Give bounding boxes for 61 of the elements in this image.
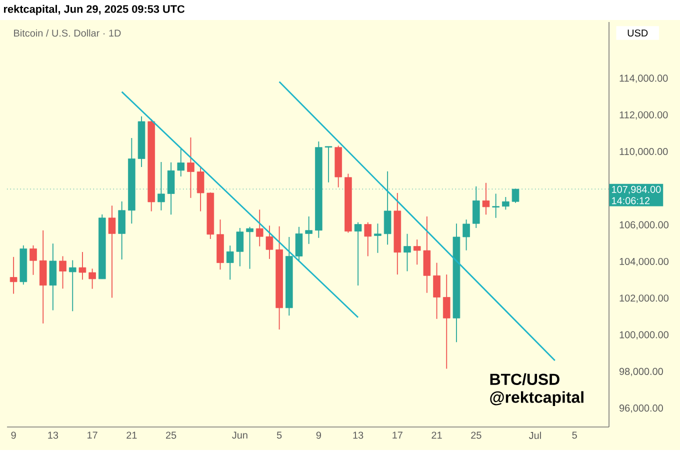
candlestick	[324, 146, 332, 183]
annotation: BTC/USD	[490, 373, 560, 386]
candlestick	[512, 188, 520, 204]
candlestick	[236, 228, 244, 267]
candlestick	[295, 226, 303, 262]
candlestick	[30, 244, 37, 276]
x-tick-label: 21	[432, 432, 442, 439]
candlestick	[413, 239, 421, 266]
y-tick-label: 100,000.00	[620, 331, 668, 340]
annotation: @rektcapital	[490, 391, 584, 406]
x-tick-label: 9	[316, 432, 321, 439]
candlestick	[256, 209, 264, 247]
y-tick-label: 112,000.00	[620, 111, 668, 120]
candlestick	[442, 274, 450, 370]
candlestick	[10, 256, 18, 294]
candlestick	[266, 225, 274, 260]
ref-line-label: 107,984.00	[612, 186, 661, 194]
candlestick	[68, 260, 76, 312]
y-tick-label: 98,000.00	[619, 368, 663, 376]
candlestick	[404, 233, 411, 272]
candlestick	[187, 136, 194, 198]
candlestick	[492, 193, 500, 218]
x-tick-label: Jul	[528, 432, 541, 440]
y-tick-label: 96,000.00	[619, 404, 663, 413]
y-axis-title: USD	[628, 29, 648, 37]
x-tick-label: 21	[126, 432, 137, 439]
candlestick	[305, 216, 312, 244]
candlestick	[502, 196, 510, 210]
text: 14:06:12	[612, 197, 650, 204]
x-tick-label: 25	[166, 432, 176, 439]
x-tick-label: 25	[471, 432, 482, 439]
y-tick-label: 102,000.00	[620, 294, 668, 303]
candlestick	[482, 182, 490, 216]
candlestick	[78, 252, 86, 280]
candlestick	[226, 245, 234, 280]
y-tick-label: 110,000.00	[620, 148, 668, 156]
candlestick	[88, 268, 96, 290]
y-tick-label: 114,000.00	[620, 74, 668, 83]
candlestick	[354, 222, 362, 286]
x-tick-label: 17	[88, 432, 98, 439]
x-tick-label: 5	[572, 432, 577, 439]
text: Bitcoin / U.S. Dollar · 1D	[14, 29, 121, 37]
candlestick	[462, 219, 470, 251]
x-tick-label: 9	[11, 432, 16, 439]
x-tick-label: 13	[353, 432, 364, 439]
candlestick	[433, 262, 440, 320]
candlestick	[59, 256, 66, 290]
x-tick-label: Jun	[232, 432, 248, 439]
candlestick	[118, 200, 126, 260]
candlestick	[246, 226, 254, 270]
x-tick-label: 13	[48, 432, 58, 439]
chart-title: rektcapital, Jun 29, 2025 09:53 UTC	[4, 4, 185, 16]
candlestick	[364, 222, 372, 257]
y-tick-label: 104,000.00	[620, 258, 668, 266]
x-tick-label: 17	[392, 432, 402, 439]
candlestick	[374, 223, 382, 254]
candlestick	[196, 166, 204, 212]
y-tick-label: 106,000.00	[620, 221, 668, 230]
candlestick	[177, 148, 185, 177]
x-tick-label: 5	[276, 432, 282, 439]
candlestick	[108, 205, 116, 298]
